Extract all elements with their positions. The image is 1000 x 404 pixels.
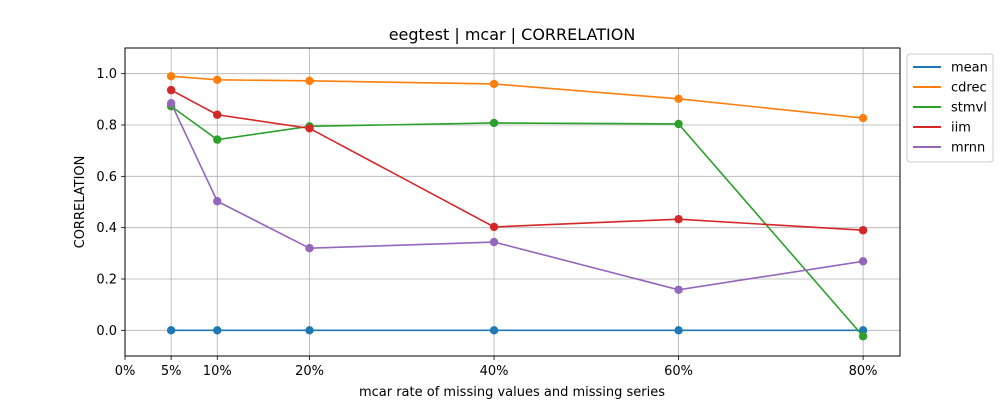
legend: mean cdrec stmvl iim mrnn bbox=[906, 53, 994, 163]
data-point-cdrec bbox=[213, 75, 222, 85]
data-point-mean bbox=[305, 326, 314, 335]
data-point-stmvl bbox=[858, 332, 868, 341]
data-point-mean bbox=[489, 326, 499, 335]
series-line-stmvl bbox=[170, 105, 864, 337]
series-line-mrnn bbox=[170, 102, 864, 291]
grid bbox=[124, 48, 900, 356]
data-point-cdrec bbox=[166, 72, 176, 81]
series-cdrec bbox=[166, 72, 868, 123]
plot-frame bbox=[124, 47, 901, 357]
y-tick-label: 0.2 bbox=[96, 273, 117, 288]
x-tick-label: 0% bbox=[115, 364, 136, 379]
data-point-mrnn bbox=[674, 285, 683, 294]
data-point-cdrec bbox=[858, 113, 868, 123]
data-point-stmvl bbox=[489, 118, 499, 128]
data-point-mean bbox=[213, 326, 222, 335]
legend-box bbox=[906, 53, 994, 163]
data-point-iim bbox=[213, 110, 222, 119]
legend-label-mean: mean bbox=[951, 61, 988, 76]
chart-title: eegtest | mcar | CORRELATION bbox=[389, 25, 636, 44]
x-tick-label: 20% bbox=[295, 364, 324, 379]
y-tick-label: 1.0 bbox=[96, 67, 117, 82]
series-stmvl bbox=[166, 102, 868, 341]
legend-label-stmvl: stmvl bbox=[951, 101, 987, 116]
data-point-cdrec bbox=[489, 79, 499, 89]
legend-label-cdrec: cdrec bbox=[951, 81, 987, 96]
legend-label-iim: iim bbox=[951, 121, 971, 136]
data-point-iim bbox=[305, 124, 314, 133]
data-point-stmvl bbox=[213, 135, 222, 144]
series-line-iim bbox=[170, 89, 864, 232]
data-point-mrnn bbox=[489, 237, 499, 247]
y-axis: 0.0 0.2 0.4 0.6 0.8 1.0 bbox=[96, 67, 125, 339]
data-point-mean bbox=[166, 326, 176, 335]
data-point-iim bbox=[674, 214, 683, 224]
series-mean bbox=[166, 326, 868, 335]
y-tick-label: 0.8 bbox=[96, 119, 117, 134]
data-point-iim bbox=[858, 226, 868, 235]
x-tick-label: 40% bbox=[480, 364, 509, 379]
series-mrnn bbox=[166, 98, 868, 294]
legend-label-mrnn: mrnn bbox=[951, 141, 985, 156]
x-axis-label: mcar rate of missing values and missing … bbox=[359, 385, 665, 400]
data-point-iim bbox=[166, 85, 176, 95]
x-tick-label: 10% bbox=[203, 364, 232, 379]
data-point-mrnn bbox=[305, 244, 314, 253]
y-tick-label: 0.6 bbox=[96, 170, 117, 185]
data-point-iim bbox=[489, 222, 499, 232]
x-tick-label: 60% bbox=[664, 364, 693, 379]
x-tick-label: 80% bbox=[849, 364, 878, 379]
data-point-mrnn bbox=[213, 197, 222, 206]
data-point-mean bbox=[674, 326, 683, 335]
data-point-mean bbox=[858, 326, 868, 335]
y-axis-label: CORRELATION bbox=[73, 156, 88, 249]
data-point-cdrec bbox=[674, 94, 683, 104]
data-point-mrnn bbox=[166, 98, 176, 108]
series-iim bbox=[166, 85, 868, 235]
x-axis: 0% 5% 10% 20% 40% 60% 80% bbox=[115, 356, 878, 379]
series-line-cdrec bbox=[171, 75, 864, 119]
x-tick-label: 5% bbox=[161, 364, 182, 379]
y-tick-label: 0.0 bbox=[96, 324, 117, 339]
data-point-stmvl bbox=[674, 119, 683, 129]
series-layer bbox=[166, 72, 868, 341]
data-point-cdrec bbox=[305, 76, 314, 86]
data-point-mrnn bbox=[858, 257, 868, 266]
y-tick-label: 0.4 bbox=[96, 221, 117, 236]
